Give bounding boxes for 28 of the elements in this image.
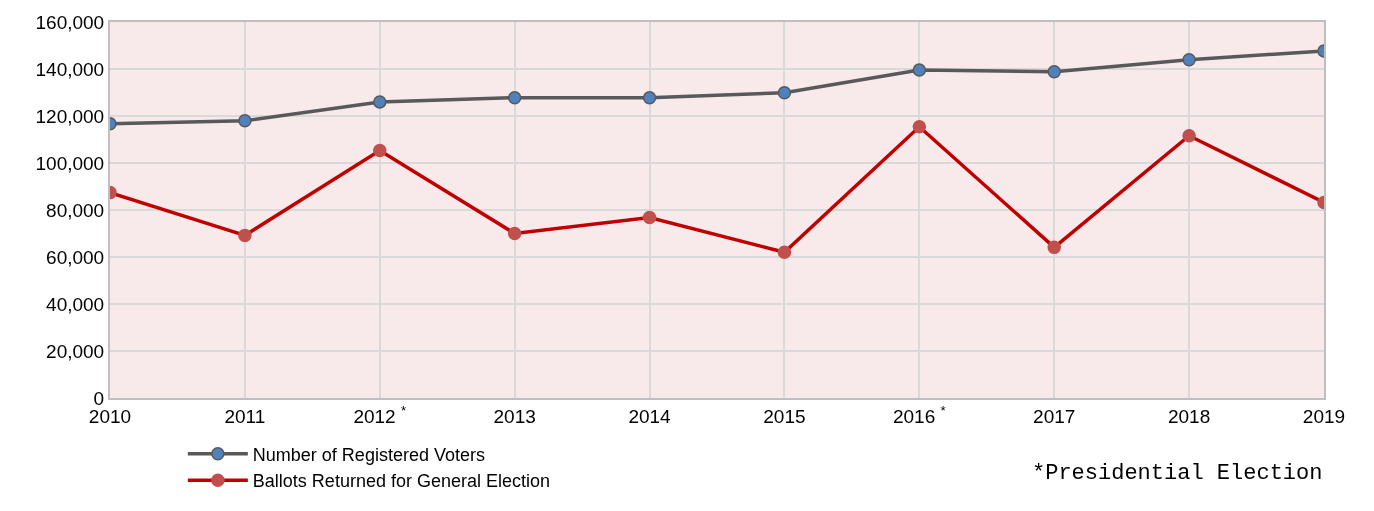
- y-tick-label: 140,000: [35, 58, 105, 80]
- legend-label: Ballots Returned for General Election: [252, 471, 551, 492]
- point: [1182, 53, 1196, 67]
- point: [777, 85, 792, 100]
- point: [238, 113, 252, 128]
- x-tick-label: 2017: [1033, 405, 1076, 427]
- x-tick-label: 2018: [1167, 405, 1211, 427]
- y-tick-label: 40,000: [46, 293, 105, 315]
- x-tick-label: 2011: [224, 405, 266, 427]
- point: [912, 63, 927, 77]
- y-tick-label: 80,000: [46, 199, 105, 221]
- legend-label: Number of Registered Voters: [252, 444, 485, 465]
- x-tick-label: 2019: [1302, 405, 1346, 427]
- x-tick-label: 2014: [628, 405, 672, 427]
- y-tick-label: 60,000: [46, 246, 105, 268]
- y-tick-label: 20,000: [46, 340, 105, 362]
- point: [1047, 65, 1061, 79]
- x-tick-label: 2012 $^{*}$: [353, 402, 407, 427]
- point: [507, 90, 522, 105]
- point: [642, 90, 657, 105]
- x-tick-label: 2016 $^{*}$: [892, 402, 946, 427]
- x-tick-label: 2015: [763, 405, 806, 427]
- text: *Presidential Election: [1032, 461, 1323, 486]
- y-tick-label: 160,000: [35, 11, 105, 33]
- y-tick-label: 120,000: [35, 105, 105, 127]
- y-tick-label: 100,000: [35, 152, 105, 174]
- x-tick-label: 2013: [493, 405, 536, 427]
- point: [373, 95, 387, 109]
